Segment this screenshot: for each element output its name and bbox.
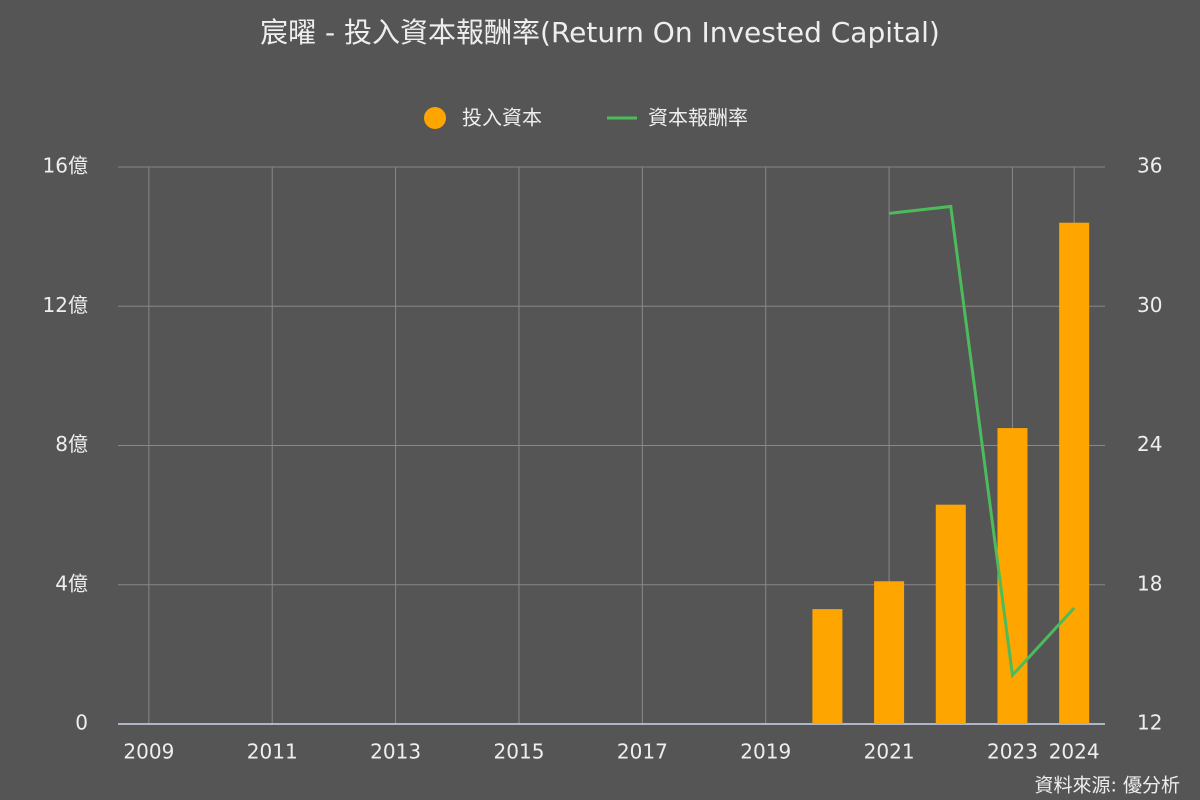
x-tick-label: 2015 <box>494 740 545 764</box>
y2-tick-label: 36 <box>1137 154 1162 178</box>
bar <box>935 504 966 724</box>
x-tick-label: 2024 <box>1049 740 1100 764</box>
x-tick-label: 2021 <box>864 740 915 764</box>
bar <box>997 428 1028 724</box>
y-tick-label: 12億 <box>43 293 88 317</box>
y2-tick-label: 24 <box>1137 432 1162 456</box>
source-note: 資料來源: 優分析 <box>1035 775 1180 797</box>
y2-tick-label: 12 <box>1137 711 1162 735</box>
y-tick-label: 0 <box>75 711 88 735</box>
bar <box>812 609 843 724</box>
bar <box>1059 222 1090 724</box>
legend-label: 資本報酬率 <box>648 106 748 130</box>
x-tick-label: 2013 <box>370 740 421 764</box>
bar <box>874 581 905 724</box>
line <box>888 204 1076 679</box>
chart-title: 宸曜 - 投入資本報酬率(Return On Invested Capital) <box>260 16 940 49</box>
legend-label: 投入資本 <box>462 106 542 130</box>
y2-tick-label: 18 <box>1137 571 1162 595</box>
y-tick-label: 4億 <box>55 571 88 595</box>
x-tick-label: 2009 <box>123 740 174 764</box>
y-tick-label: 16億 <box>43 154 88 178</box>
legend-marker <box>424 107 446 129</box>
x-tick-label: 2011 <box>247 740 298 764</box>
y2-tick-label: 30 <box>1137 293 1162 317</box>
y-tick-label: 8億 <box>55 432 88 456</box>
x-tick-label: 2017 <box>617 740 668 764</box>
x-tick-label: 2023 <box>987 740 1038 764</box>
x-tick-label: 2019 <box>740 740 791 764</box>
